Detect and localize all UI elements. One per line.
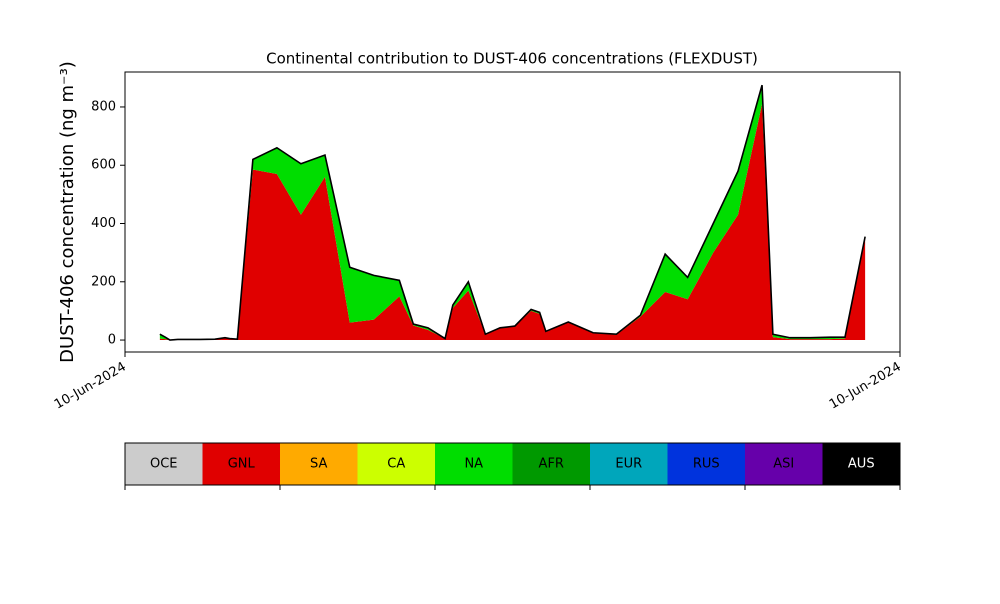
colorbar-swatch: [822, 443, 900, 485]
plot-frame: [124, 71, 901, 353]
colorbar-label: AFR: [539, 457, 564, 472]
colorbar-swatch: [202, 443, 280, 485]
y-tick-label: 400: [91, 216, 116, 231]
colorbar-label: SA: [310, 457, 327, 472]
y-axis-label: DUST-406 concentration (ng m⁻³): [57, 61, 78, 363]
colorbar-label: ASI: [773, 457, 794, 472]
colorbar-swatch: [357, 443, 435, 485]
colorbar-label: EUR: [615, 457, 642, 472]
colorbar-label: NA: [464, 457, 483, 472]
colorbar-swatch: [590, 443, 668, 485]
colorbar-label: GNL: [228, 457, 256, 472]
colorbar-swatch: [745, 443, 823, 485]
colorbar-label: OCE: [150, 457, 178, 472]
colorbar-swatch: [667, 443, 745, 485]
chart-title: Continental contribution to DUST-406 con…: [266, 50, 758, 68]
colorbar-label: AUS: [848, 457, 875, 472]
colorbar-swatch: [125, 443, 203, 485]
y-tick-label: 800: [91, 99, 116, 114]
y-tick-label: 200: [91, 274, 116, 289]
y-tick-label: 0: [108, 333, 116, 348]
colorbar-swatch: [435, 443, 513, 485]
colorbar-swatch: [280, 443, 358, 485]
colorbar-swatch: [512, 443, 590, 485]
colorbar-label: CA: [387, 457, 405, 472]
area: [159, 104, 866, 341]
colorbar-label: RUS: [693, 457, 720, 472]
colorbar-frame: [124, 442, 901, 486]
y-tick-label: 600: [91, 158, 116, 173]
total-line: [159, 84, 866, 341]
